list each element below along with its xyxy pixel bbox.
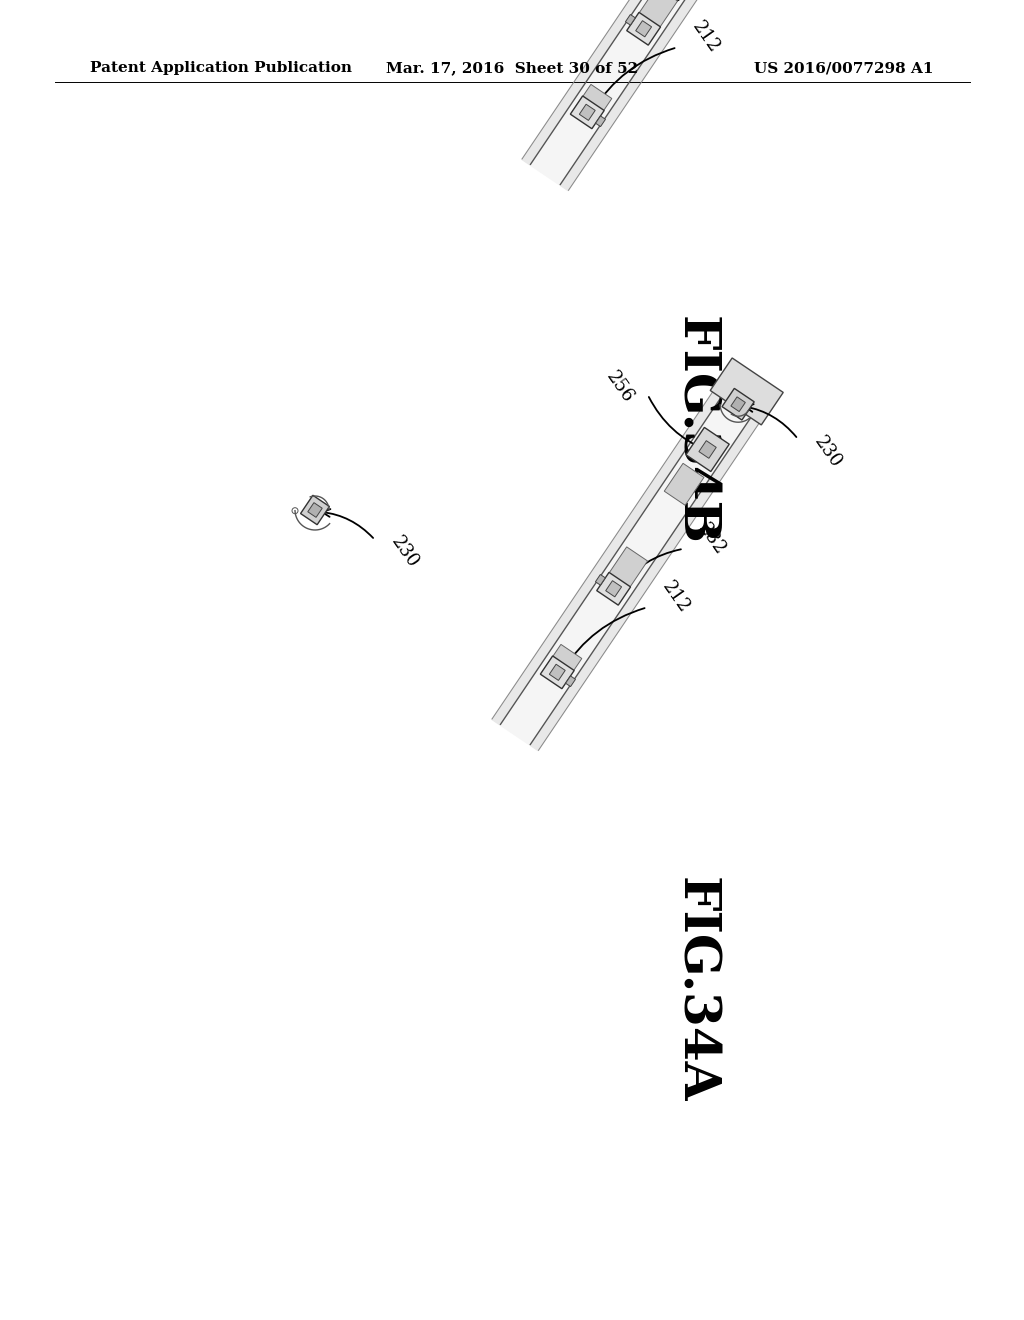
Polygon shape (530, 0, 783, 185)
Polygon shape (636, 21, 651, 37)
Text: Mar. 17, 2016  Sheet 30 of 52: Mar. 17, 2016 Sheet 30 of 52 (386, 61, 638, 75)
Polygon shape (541, 656, 574, 689)
Polygon shape (580, 104, 595, 120)
Polygon shape (560, 0, 792, 190)
Polygon shape (596, 116, 605, 127)
Polygon shape (606, 581, 622, 597)
Polygon shape (570, 96, 604, 129)
Polygon shape (731, 397, 745, 412)
Polygon shape (301, 495, 330, 525)
Polygon shape (627, 12, 660, 45)
Polygon shape (492, 388, 723, 725)
Text: 230: 230 (388, 533, 422, 572)
Text: Patent Application Publication: Patent Application Publication (90, 61, 352, 75)
Polygon shape (530, 414, 761, 751)
Polygon shape (595, 574, 605, 585)
Text: 230: 230 (811, 433, 846, 471)
Polygon shape (522, 0, 754, 165)
Polygon shape (308, 503, 323, 517)
Polygon shape (722, 388, 755, 420)
Polygon shape (638, 0, 678, 29)
Text: 256: 256 (602, 368, 637, 407)
Text: 232: 232 (694, 520, 729, 558)
Polygon shape (665, 463, 703, 506)
Text: 212: 212 (658, 578, 692, 616)
Text: FIG.34B: FIG.34B (671, 315, 720, 544)
Polygon shape (699, 441, 716, 458)
Text: FIG.34A: FIG.34A (671, 878, 720, 1102)
Polygon shape (597, 573, 631, 605)
Text: US 2016/0077298 A1: US 2016/0077298 A1 (755, 61, 934, 75)
Polygon shape (626, 15, 635, 25)
Text: 212: 212 (688, 18, 723, 57)
Polygon shape (542, 644, 582, 686)
Polygon shape (565, 676, 575, 686)
Polygon shape (500, 395, 753, 744)
Polygon shape (686, 428, 729, 471)
Polygon shape (608, 546, 647, 589)
Polygon shape (572, 84, 611, 127)
Polygon shape (711, 358, 783, 425)
Polygon shape (549, 664, 565, 680)
